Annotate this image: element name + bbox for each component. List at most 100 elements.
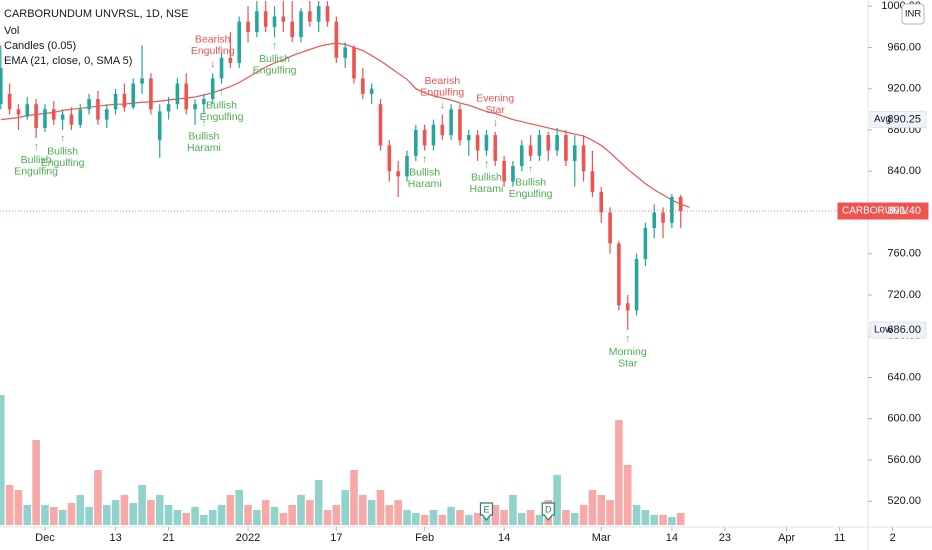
candle-body (131, 83, 136, 108)
price-label-name: Avg (874, 114, 891, 125)
candle-body (643, 227, 648, 259)
candle-body (528, 145, 533, 156)
candle-body (228, 57, 233, 63)
volume-bar (323, 510, 332, 525)
candle-body (661, 212, 665, 223)
candle-body (670, 197, 674, 223)
volume-bar (473, 513, 482, 525)
y-tick-label: 920.00 (887, 83, 921, 95)
volume-bar (111, 500, 120, 525)
volume-bar (182, 513, 191, 525)
volume-bar (623, 465, 632, 525)
y-tick-label: 840.00 (887, 165, 921, 177)
volume-bar (102, 505, 111, 525)
volume-bar (306, 500, 314, 525)
candle-body (246, 21, 250, 32)
pattern-label: Harami (187, 142, 221, 154)
pattern-label: Engulfing (509, 188, 553, 200)
candle-body (572, 145, 577, 161)
candle-body (608, 212, 612, 244)
volume-bar (367, 500, 376, 525)
volume-bar (14, 490, 23, 525)
volume-bar (394, 500, 402, 525)
volume-bar (668, 517, 676, 525)
candle-body (378, 104, 383, 146)
price-label-name: Low (874, 325, 893, 336)
volume-bar (650, 515, 659, 525)
x-tick-label: 14 (498, 532, 510, 544)
pattern-arrow: ↑ (60, 133, 65, 145)
event-badge (479, 502, 494, 521)
pattern-arrow: ↑ (33, 141, 38, 153)
volume-bar (641, 510, 650, 525)
candle-body (617, 243, 621, 306)
candle-body (414, 129, 418, 156)
pattern-label: Star (618, 357, 638, 369)
pattern-label: Engulfing (200, 111, 244, 123)
pattern-label: Bullish (188, 130, 219, 142)
volume-bar (314, 480, 323, 525)
volume-bar (412, 513, 420, 525)
volume-bar (509, 495, 517, 525)
volume-bar (676, 513, 685, 525)
volume-bar (553, 475, 561, 525)
x-tick-label: 17 (330, 532, 342, 544)
volume-bar (597, 495, 606, 525)
x-tick-label: 11 (834, 532, 845, 544)
volume-bar (253, 510, 261, 525)
volume-bar (191, 507, 199, 525)
candle-body (290, 21, 294, 38)
volume-bar (32, 440, 40, 525)
event-marker: D (541, 502, 555, 521)
pattern-label: Bullish (21, 154, 52, 166)
volume-bar (288, 505, 296, 525)
candle-body (387, 145, 392, 172)
candle-body (546, 135, 551, 151)
candle-body (511, 166, 515, 182)
volume-bar (49, 507, 58, 525)
x-tick-label: 21 (162, 532, 174, 544)
volume-bar (341, 490, 349, 525)
currency-button[interactable] (901, 3, 925, 25)
y-tick-label: 560.00 (887, 454, 921, 466)
pattern-label: Bullish (515, 177, 546, 189)
currency-label[interactable]: INR (905, 9, 922, 20)
volume-bar (632, 505, 641, 525)
legend-item: Vol (4, 25, 19, 37)
candle-body (175, 83, 180, 105)
candle-body (202, 99, 206, 105)
volume-bar (76, 495, 85, 525)
candle-body (537, 135, 542, 156)
pattern-label: Morning (609, 346, 647, 358)
candle-body (7, 93, 12, 110)
pattern-label: Bullish (206, 99, 237, 111)
y-tick-label: 720.00 (887, 289, 921, 301)
volume-bar (500, 510, 508, 525)
price-label-value: 890.25 (887, 113, 921, 125)
y-tick-label: 520.00 (887, 495, 921, 507)
candle-body (299, 11, 303, 38)
y-tick-label: 600.00 (887, 413, 921, 425)
candle-body (422, 129, 427, 146)
pattern-arrow: ↑ (201, 117, 206, 129)
candle-body (60, 114, 65, 120)
event-label: D (545, 504, 552, 514)
volume-bar (376, 490, 385, 525)
candle-body (555, 135, 559, 151)
pattern-label: Engulfing (41, 157, 85, 169)
volume-bar (456, 510, 464, 525)
candle-body (581, 145, 586, 172)
candle-body (0, 68, 3, 105)
volume-bar (261, 500, 270, 525)
volume-bar (5, 485, 14, 525)
volume-bar (173, 510, 182, 525)
volume-bar (147, 500, 155, 525)
volume-bar (385, 505, 394, 525)
x-tick-label: 14 (666, 532, 678, 544)
